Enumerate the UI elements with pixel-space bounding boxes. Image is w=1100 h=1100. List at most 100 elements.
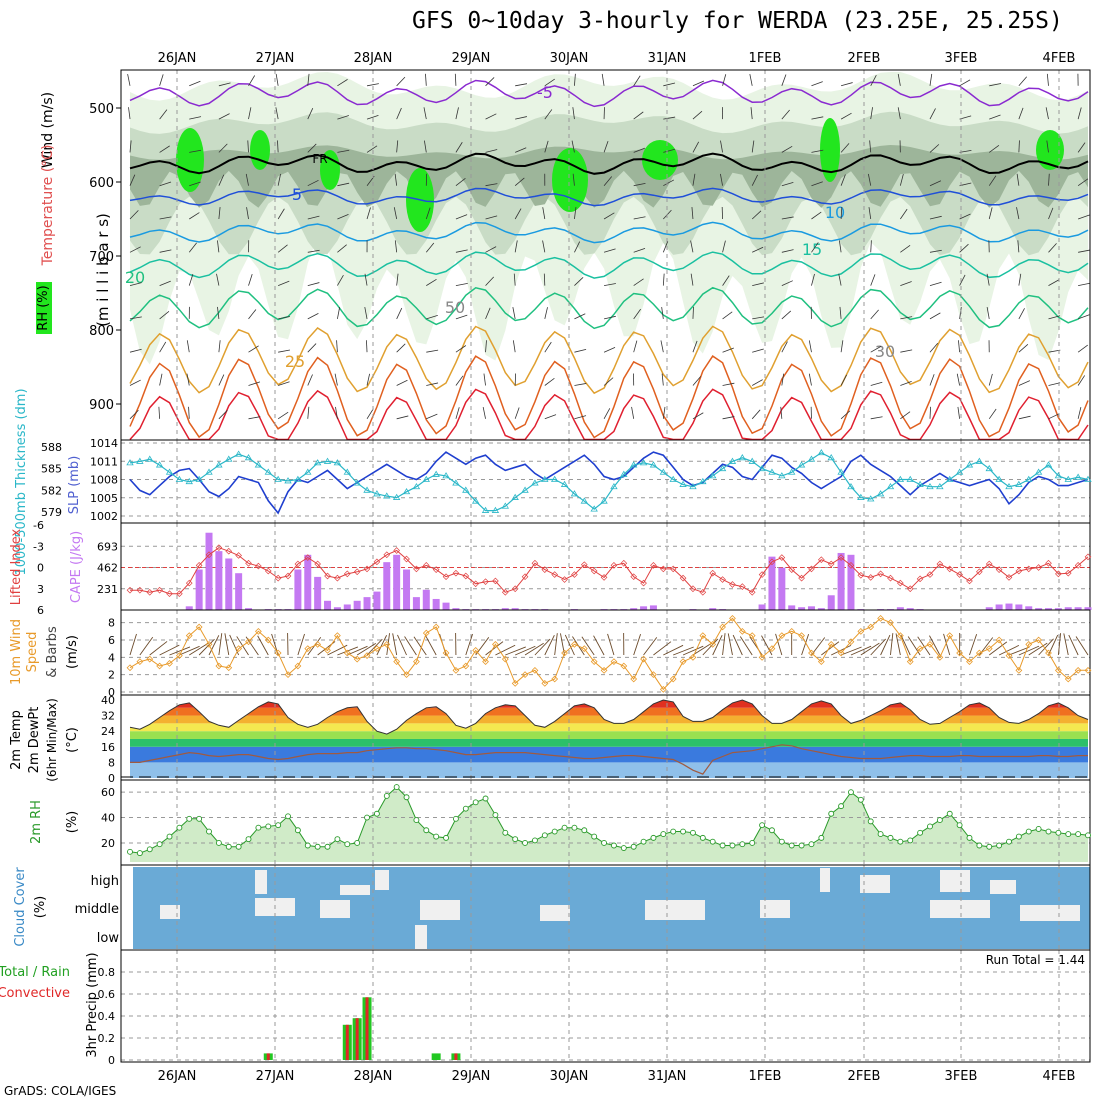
- rh2m-marker: [828, 810, 835, 817]
- wind-barb-10m: [850, 645, 872, 656]
- wind-tick-label: 4: [108, 651, 115, 664]
- top-date-label: 4FEB: [1043, 51, 1076, 66]
- rh2m-axis-label-line1: 2m RH: [29, 800, 44, 844]
- wind-barb: [840, 410, 851, 420]
- wind-barb: [661, 306, 664, 319]
- rh2m-marker: [610, 842, 617, 849]
- lifted-index-marker: [541, 566, 549, 573]
- lifted-index-marker: [650, 562, 657, 569]
- wind-barb: [1048, 382, 1061, 386]
- wind-barb: [426, 315, 438, 320]
- lifted-index-marker: [393, 547, 400, 554]
- cape-bar: [1064, 607, 1072, 610]
- lifted-index-marker: [946, 565, 954, 573]
- wind-barb: [1018, 380, 1031, 386]
- rh2m-marker: [531, 837, 538, 844]
- wind-barb-10m: [347, 645, 368, 656]
- wind-barb-10m: [297, 633, 305, 656]
- lifted-index-marker: [640, 579, 647, 587]
- wind-barb: [988, 373, 993, 386]
- rh2m-marker: [462, 805, 469, 812]
- cloud-gap: [540, 905, 570, 921]
- wind-barb: [722, 240, 726, 253]
- wind-barb: [662, 241, 669, 253]
- wind-barb: [781, 216, 794, 220]
- wind-barb: [277, 244, 288, 253]
- pressure-tick-label: 500: [89, 102, 114, 117]
- wind-barb: [515, 147, 527, 153]
- lifted-index-axis-label: Lifted Index: [9, 528, 24, 605]
- wind-barb: [1048, 243, 1057, 253]
- temp-axis-label-line1: 2m Temp: [9, 710, 24, 770]
- thickness-marker: [610, 482, 618, 490]
- wind-speed-marker: [245, 638, 252, 646]
- wind-barb: [307, 374, 313, 386]
- wind-barb: [633, 216, 646, 220]
- wind-barb: [633, 182, 646, 187]
- rh2m-marker: [354, 840, 361, 846]
- rh2m-marker: [956, 822, 963, 829]
- wind-barb: [277, 411, 289, 420]
- wind-barb-10m: [1028, 642, 1048, 656]
- wind-barb: [248, 309, 257, 320]
- wind-tick-label: 2: [108, 669, 115, 682]
- rh2m-marker: [472, 799, 479, 806]
- wind-barb: [897, 73, 901, 86]
- precip-tick-label: 0.2: [98, 1032, 116, 1045]
- wind-barb-10m: [895, 633, 901, 656]
- contour-label: 25: [285, 352, 305, 371]
- wind-speed-marker: [975, 649, 983, 657]
- thickness-marker: [620, 470, 628, 477]
- lifted-index-marker: [482, 578, 489, 585]
- wind-barb: [900, 316, 913, 320]
- top-date-label: 28JAN: [354, 51, 393, 66]
- wind-barb: [1048, 207, 1054, 220]
- wind-barb: [781, 74, 787, 86]
- cape-bar: [383, 562, 391, 610]
- wind-barb: [781, 109, 790, 120]
- wind-barb-10m: [505, 646, 526, 656]
- wind-barb: [278, 349, 291, 353]
- thickness-marker: [1034, 468, 1043, 475]
- rh2m-marker: [255, 824, 262, 831]
- thickness-marker: [946, 475, 954, 482]
- thickness-marker: [590, 505, 598, 512]
- thickness-marker: [985, 464, 993, 472]
- lifted-index-marker: [235, 552, 242, 559]
- rh-band-bright: [642, 140, 678, 180]
- contour-label: FR: [312, 152, 327, 166]
- cloud-gap: [420, 900, 460, 920]
- rh2m-marker: [601, 840, 608, 846]
- temp-axis-label-line4: (°C): [65, 727, 80, 753]
- wind-barb: [396, 107, 402, 120]
- wind-speed-marker: [758, 653, 766, 661]
- wind-barb: [870, 345, 882, 353]
- wind-barb: [544, 140, 549, 153]
- wind-barb: [426, 413, 438, 420]
- wind-barb: [691, 207, 694, 220]
- wind-barb-10m: [392, 633, 398, 656]
- lifted-index-marker: [146, 588, 154, 596]
- lifted-index-marker: [837, 554, 845, 561]
- bottom-date-label: 3FEB: [945, 1069, 978, 1084]
- wind-speed-marker: [511, 679, 519, 687]
- wind-barb: [690, 240, 694, 253]
- thickness-marker: [689, 482, 697, 490]
- rh2m-marker: [788, 842, 795, 849]
- rh2m-marker: [620, 845, 627, 851]
- lifted-index-marker: [383, 551, 391, 559]
- rh2m-marker: [206, 828, 212, 835]
- wind-speed-marker: [462, 662, 470, 670]
- wind-speed-marker: [324, 647, 331, 654]
- rh2m-marker: [373, 810, 380, 817]
- cape-bar: [906, 608, 914, 610]
- lifted-index-marker: [1025, 565, 1033, 573]
- thickness-marker: [234, 450, 243, 457]
- lifted-index-marker: [1015, 567, 1023, 575]
- wind-barb: [248, 107, 252, 120]
- wind-barb: [334, 373, 338, 386]
- thickness-marker: [304, 468, 312, 475]
- wind-barb: [159, 216, 172, 220]
- rh2m-marker: [818, 834, 825, 841]
- wind-barb: [722, 382, 735, 386]
